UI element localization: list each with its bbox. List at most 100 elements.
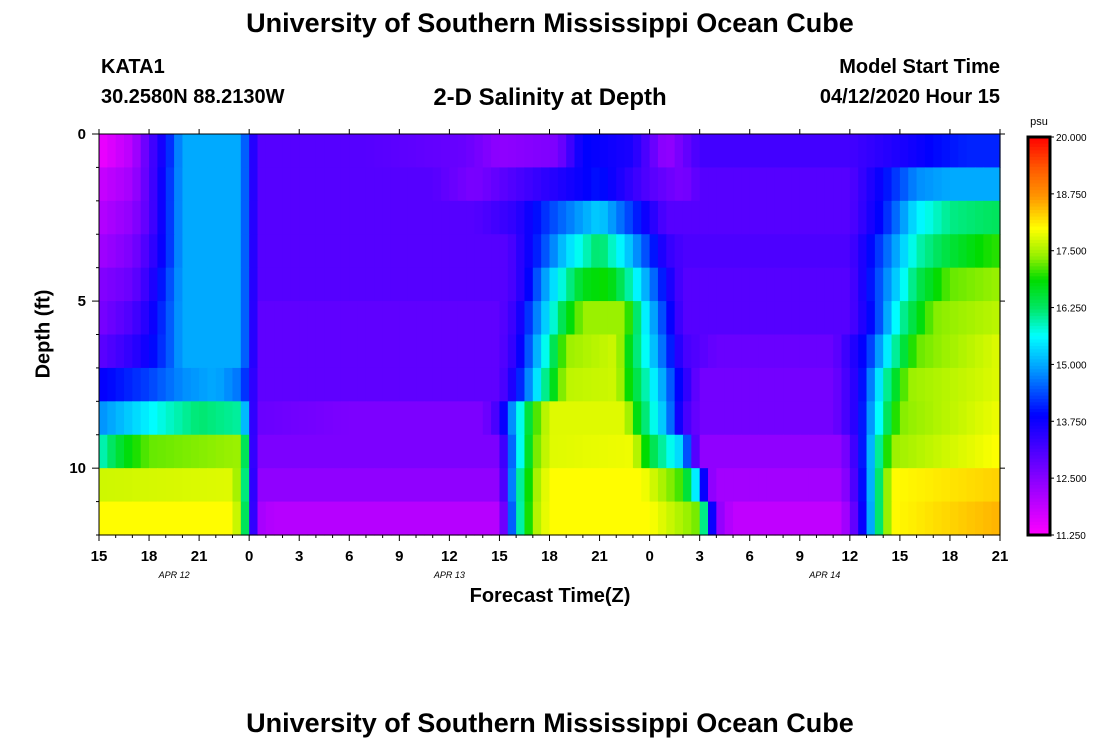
colorbar-segment: [1028, 382, 1050, 387]
heatmap-cell: [966, 501, 976, 536]
heatmap-cell: [841, 434, 851, 469]
heatmap-cell: [532, 234, 542, 269]
heatmap-cell: [474, 301, 484, 336]
heatmap-cell: [299, 301, 309, 336]
heatmap-cell: [299, 267, 309, 302]
heatmap-cell: [340, 301, 350, 336]
heatmap-cell: [107, 501, 117, 536]
heatmap-cell: [641, 167, 651, 202]
heatmap-cell: [182, 501, 192, 536]
heatmap-cell: [958, 367, 968, 402]
heatmap-cell: [858, 501, 868, 536]
heatmap-cell: [666, 234, 676, 269]
heatmap-cell: [516, 267, 526, 302]
heatmap-cell: [132, 367, 142, 402]
heatmap-cell: [974, 401, 984, 436]
heatmap-cell: [99, 334, 108, 369]
heatmap-cell: [607, 434, 617, 469]
heatmap-cell: [616, 501, 626, 536]
heatmap-cell: [124, 267, 133, 302]
heatmap-cell: [641, 200, 651, 235]
heatmap-cell: [708, 301, 717, 336]
heatmap-cell: [733, 167, 742, 202]
heatmap-cell: [424, 200, 434, 235]
colorbar-segment: [1028, 316, 1050, 321]
heatmap-cell: [991, 434, 1001, 469]
heatmap-cell: [365, 401, 375, 436]
heatmap-cell: [774, 334, 784, 369]
heatmap-cell: [933, 401, 943, 436]
heatmap-cell: [983, 367, 993, 402]
heatmap-cell: [182, 167, 192, 202]
heatmap-cell: [766, 434, 776, 469]
heatmap-cell: [182, 267, 192, 302]
heatmap-cell: [866, 468, 876, 503]
heatmap-cell: [749, 401, 759, 436]
heatmap-cell: [132, 134, 142, 169]
heatmap-cell: [441, 334, 450, 369]
heatmap-cell: [532, 200, 542, 235]
heatmap-cell: [149, 200, 158, 235]
heatmap-cell: [574, 367, 584, 402]
heatmap-cell: [541, 401, 551, 436]
heatmap-cell: [532, 134, 542, 169]
heatmap-cell: [833, 334, 843, 369]
colorbar-segment: [1028, 432, 1050, 437]
heatmap-cell: [365, 301, 375, 336]
colorbar-segment: [1028, 140, 1050, 145]
heatmap-cell: [599, 267, 609, 302]
heatmap-cell: [290, 501, 300, 536]
heatmap-cell: [424, 301, 434, 336]
heatmap-cell: [324, 367, 334, 402]
colorbar-segment: [1028, 216, 1050, 221]
heatmap-cell: [749, 234, 759, 269]
heatmap-cell: [132, 301, 142, 336]
heatmap-cell: [474, 401, 484, 436]
heatmap-cell: [332, 301, 342, 336]
heatmap-cell: [441, 134, 450, 169]
colorbar-segment: [1028, 246, 1050, 251]
heatmap-cell: [282, 468, 292, 503]
heatmap-cell: [691, 401, 701, 436]
heatmap-cell: [983, 501, 993, 536]
heatmap-cell: [958, 334, 968, 369]
y-tick-label: 0: [78, 126, 86, 143]
heatmap-cell: [966, 401, 976, 436]
heatmap-cell: [424, 468, 434, 503]
heatmap-cell: [399, 234, 409, 269]
heatmap-cell: [199, 234, 209, 269]
heatmap-cell: [399, 167, 409, 202]
heatmap-cell: [249, 134, 259, 169]
heatmap-cell: [607, 501, 617, 536]
heatmap-cell: [149, 267, 158, 302]
heatmap-cell: [224, 167, 234, 202]
heatmap-cell: [516, 501, 526, 536]
colorbar-segment: [1028, 375, 1050, 380]
heatmap-cell: [390, 200, 400, 235]
heatmap-cell: [833, 200, 843, 235]
heatmap-cell: [557, 334, 567, 369]
heatmap-cell: [457, 234, 467, 269]
colorbar-segment: [1028, 508, 1050, 513]
heatmap-cell: [457, 501, 467, 536]
heatmap-cell: [174, 234, 184, 269]
heatmap-cell: [774, 301, 784, 336]
heatmap-cell: [349, 367, 359, 402]
heatmap-cell: [599, 200, 609, 235]
heatmap-cell: [616, 434, 626, 469]
heatmap-cell: [374, 501, 384, 536]
heatmap-cell: [983, 167, 993, 202]
heatmap-cell: [783, 334, 793, 369]
heatmap-cell: [799, 501, 809, 536]
heatmap-cell: [824, 401, 834, 436]
heatmap-cell: [591, 167, 601, 202]
heatmap-cell: [641, 134, 651, 169]
heatmap-cell: [616, 401, 626, 436]
heatmap-cell: [390, 468, 400, 503]
heatmap-cell: [924, 401, 934, 436]
colorbar-segment: [1028, 478, 1050, 483]
heatmap-cell: [841, 134, 851, 169]
heatmap-cell: [499, 301, 509, 336]
x-tick-label: 0: [645, 548, 653, 565]
heatmap-cell: [924, 501, 934, 536]
